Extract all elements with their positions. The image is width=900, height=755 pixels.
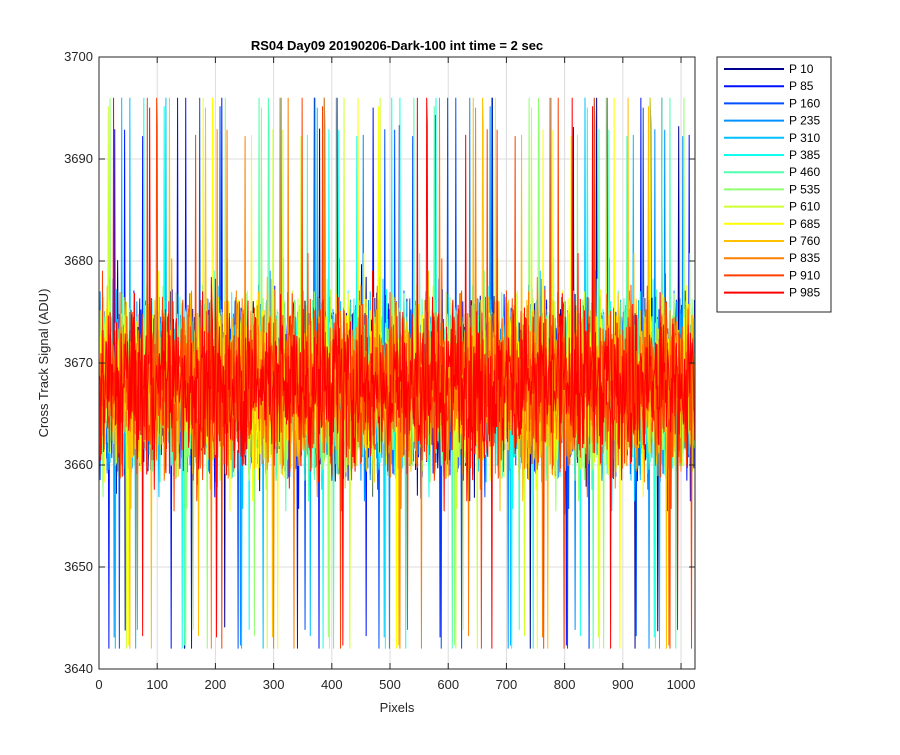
x-tick-label: 100 <box>146 677 168 692</box>
y-tick-label: 3660 <box>64 457 93 472</box>
y-tick-label: 3680 <box>64 253 93 268</box>
chart-title: RS04 Day09 20190206-Dark-100 int time = … <box>251 38 543 53</box>
x-tick-label: 200 <box>205 677 227 692</box>
legend-items: P 10 P 85 P 160 P 235 P 310 P 385 P 460 P 535 P … <box>724 62 820 300</box>
legend-label: P 10 <box>789 62 814 76</box>
y-tick-label: 3700 <box>64 49 93 64</box>
series-layer <box>99 97 696 649</box>
y-tick-label: 3690 <box>64 151 93 166</box>
tick-layer: 0 100 200 300 400 500 600 700 800 900 1000 3640 3650… <box>64 49 695 692</box>
x-tick-label: 600 <box>437 677 459 692</box>
legend-label: P 160 <box>789 96 820 110</box>
legend-label: P 985 <box>789 286 820 300</box>
legend-label: P 760 <box>789 234 820 248</box>
x-tick-label: 900 <box>612 677 634 692</box>
legend-label: P 685 <box>789 217 820 231</box>
legend-label: P 910 <box>789 268 820 282</box>
x-tick-label: 700 <box>496 677 518 692</box>
legend-label: P 310 <box>789 131 820 145</box>
legend-label: P 85 <box>789 79 814 93</box>
legend: P 10 P 85 P 160 P 235 P 310 P 385 P 460 P 535 P … <box>716 56 832 313</box>
series-line-p-985 <box>99 97 696 649</box>
x-tick-label: 500 <box>379 677 401 692</box>
legend-box <box>716 56 832 313</box>
plot-area: 0 100 200 300 400 500 600 700 800 900 1000 3640 3650… <box>64 49 696 692</box>
legend-label: P 610 <box>789 200 820 214</box>
x-tick-label: 0 <box>95 677 102 692</box>
x-tick-label: 800 <box>554 677 576 692</box>
legend-label: P 385 <box>789 148 820 162</box>
y-axis-label: Cross Track Signal (ADU) <box>36 289 51 438</box>
x-axis-label: Pixels <box>380 700 415 715</box>
x-tick-label: 300 <box>263 677 285 692</box>
y-tick-label: 3670 <box>64 355 93 370</box>
legend-label: P 835 <box>789 251 820 265</box>
legend-label: P 235 <box>789 114 820 128</box>
x-tick-label: 400 <box>321 677 343 692</box>
y-tick-label: 3650 <box>64 559 93 574</box>
x-tick-label: 1000 <box>667 677 696 692</box>
legend-label: P 535 <box>789 182 820 196</box>
legend-label: P 460 <box>789 165 820 179</box>
y-tick-label: 3640 <box>64 661 93 676</box>
